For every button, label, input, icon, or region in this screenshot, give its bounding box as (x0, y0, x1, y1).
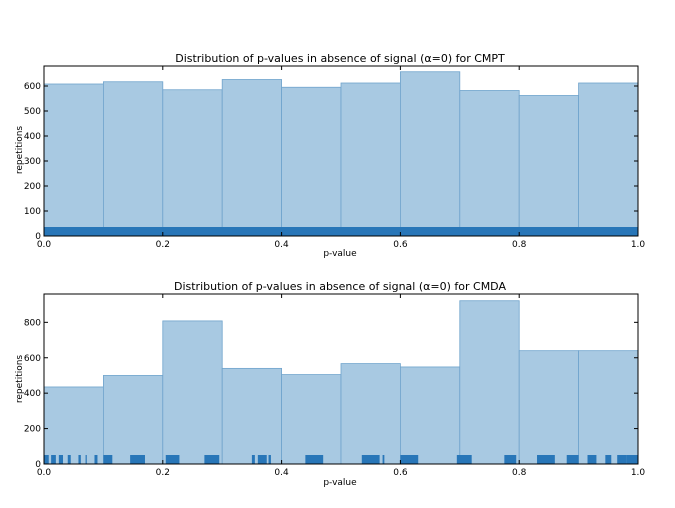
axes-frame (43, 293, 639, 465)
rug-mark (456, 455, 472, 464)
y-tick-label: 200 (24, 425, 41, 435)
x-tick-label: 0.6 (393, 468, 408, 478)
x-tick-label: 0.4 (274, 468, 289, 478)
plot-area: 0.0 0.2 0.4 0.6 0.8 1.0 0 100 200 300 400 500 600 (24, 65, 646, 250)
histogram-bar (459, 300, 520, 465)
rug-mark (130, 455, 145, 464)
y-tick-label: 400 (24, 132, 41, 142)
rug-mark (268, 455, 271, 464)
x-tick-label: 1.0 (631, 240, 646, 250)
rug-mark (382, 455, 385, 464)
histogram-bar (43, 386, 104, 465)
chart-cmda: Distribution of p-values in absence of s… (15, 280, 645, 488)
histogram-bar (43, 83, 104, 237)
x-tick-label: 0.2 (156, 468, 170, 478)
chart-title: Distribution of p-values in absence of s… (175, 52, 505, 65)
x-tick-label: 0.0 (37, 468, 52, 478)
rug-mark (85, 455, 87, 464)
y-tick-label: 600 (24, 354, 41, 364)
histogram-bar (162, 89, 223, 237)
plot-area: 0.0 0.2 0.4 0.6 0.8 1.0 0 200 400 600 800 (24, 293, 646, 478)
histogram-bar (340, 363, 401, 465)
histogram-bar (103, 81, 164, 237)
y-axis-label: repetitions (15, 355, 25, 404)
rug-mark (44, 455, 49, 464)
histogram-bar (221, 79, 282, 237)
rug-mark (605, 455, 612, 464)
rug-mark (67, 455, 71, 464)
x-tick-label: 0.8 (512, 240, 527, 250)
histogram-bar (281, 374, 342, 465)
y-tick-label: 400 (24, 389, 41, 399)
rug-mark (626, 455, 638, 464)
x-tick-label: 0.2 (156, 240, 170, 250)
x-axis-label: p-value (323, 478, 357, 488)
y-tick-label: 0 (35, 232, 41, 242)
rug-mark (400, 455, 419, 464)
rug-mark (51, 455, 56, 464)
rug-mark (566, 455, 579, 464)
histogram-bar (578, 350, 639, 465)
rug-mark (78, 455, 81, 464)
y-tick-label: 200 (24, 182, 41, 192)
axes-frame (43, 65, 639, 237)
rug-mark (94, 455, 98, 464)
chart-title: Distribution of p-values in absence of s… (174, 280, 506, 293)
rug-mark (537, 455, 555, 464)
rug-mark (103, 455, 113, 464)
histogram-bar (518, 95, 580, 237)
y-tick-label: 600 (24, 82, 41, 92)
y-tick-label: 500 (24, 107, 41, 117)
histogram-bar (103, 375, 164, 465)
x-tick-label: 0.6 (393, 240, 408, 250)
histogram-bar (162, 320, 223, 465)
rug-mark (257, 455, 267, 464)
histogram-bar (578, 82, 639, 237)
rug-mark (504, 455, 517, 464)
chart-cmpt: Distribution of p-values in absence of s… (15, 52, 645, 259)
rug-mark (361, 455, 380, 464)
histogram-bar (221, 367, 282, 465)
x-tick-label: 0.8 (512, 468, 527, 478)
histogram-bar (340, 82, 401, 237)
rug-mark (617, 455, 627, 464)
y-tick-label: 100 (24, 207, 41, 217)
x-tick-label: 0.0 (37, 240, 52, 250)
rug-mark (204, 455, 220, 464)
rug-mark (305, 455, 324, 464)
histogram-bar (399, 71, 461, 237)
histogram-bar (399, 366, 461, 465)
x-axis-label: p-value (323, 249, 357, 259)
x-tick-label: 0.4 (274, 240, 289, 250)
rug-mark (251, 455, 255, 464)
rug-mark (58, 455, 64, 464)
y-tick-label: 800 (24, 318, 41, 328)
rug-mark (165, 455, 180, 464)
y-tick-label: 300 (24, 157, 41, 167)
x-tick-label: 1.0 (631, 468, 646, 478)
histogram-bar (281, 86, 342, 237)
histogram-bar (518, 350, 580, 465)
y-tick-label: 0 (35, 460, 41, 470)
y-axis-label: repetitions (15, 126, 25, 175)
rug-mark (44, 227, 638, 236)
histogram-bar (459, 90, 520, 237)
rug-mark (587, 455, 597, 464)
